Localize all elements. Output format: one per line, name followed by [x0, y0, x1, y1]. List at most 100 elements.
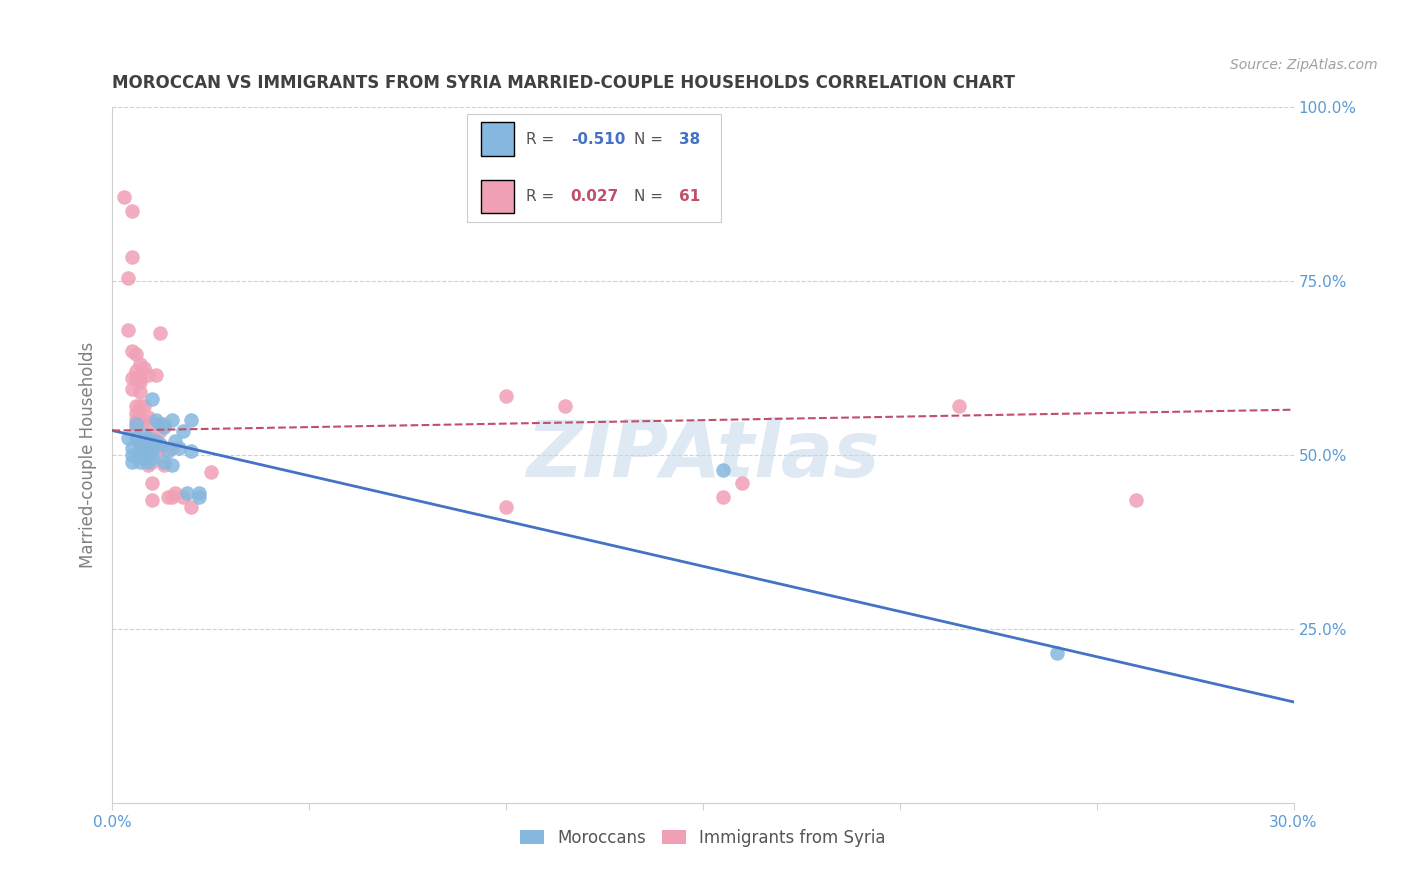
Point: [121, 441, 143, 455]
Point: [132, 430, 155, 444]
Point: [129, 413, 152, 427]
Y-axis label: Married-couple Households: Married-couple Households: [79, 342, 97, 568]
Point: [129, 455, 152, 469]
Point: [200, 466, 222, 480]
Point: [165, 434, 187, 448]
Text: Source: ZipAtlas.com: Source: ZipAtlas.com: [1230, 58, 1378, 72]
Point: [149, 326, 172, 340]
Point: [160, 413, 183, 427]
Point: [731, 475, 754, 490]
Point: [141, 444, 163, 458]
Point: [188, 486, 211, 500]
Point: [152, 417, 174, 431]
Text: ZIPAtlas: ZIPAtlas: [526, 417, 880, 493]
Point: [160, 490, 183, 504]
Point: [129, 437, 152, 451]
Point: [188, 490, 211, 504]
Point: [156, 444, 179, 458]
Point: [145, 434, 167, 448]
Point: [149, 437, 172, 451]
Point: [554, 399, 576, 413]
Point: [152, 455, 174, 469]
Point: [165, 486, 187, 500]
Point: [141, 417, 163, 431]
Point: [132, 441, 155, 455]
Point: [125, 406, 148, 420]
Point: [141, 444, 163, 458]
Point: [152, 420, 174, 434]
Point: [121, 448, 143, 462]
Point: [125, 413, 148, 427]
Point: [141, 493, 163, 508]
Point: [145, 413, 167, 427]
Point: [136, 430, 159, 444]
Point: [136, 455, 159, 469]
Text: 0.027: 0.027: [571, 189, 619, 204]
Point: [129, 385, 152, 400]
Point: [136, 430, 159, 444]
Point: [141, 437, 163, 451]
Text: R =: R =: [526, 131, 554, 146]
Point: [129, 399, 152, 413]
Point: [112, 190, 135, 204]
Point: [129, 371, 152, 385]
Point: [711, 463, 734, 477]
Point: [1125, 493, 1147, 508]
Point: [149, 441, 172, 455]
Point: [172, 490, 194, 504]
Point: [141, 451, 163, 466]
Text: R =: R =: [526, 189, 554, 204]
Point: [160, 441, 183, 455]
Text: -0.510: -0.510: [571, 131, 626, 146]
Point: [117, 270, 139, 285]
Point: [180, 500, 202, 514]
Point: [132, 441, 155, 455]
Point: [129, 444, 152, 458]
Point: [136, 441, 159, 455]
Point: [136, 409, 159, 424]
Point: [145, 368, 167, 382]
Point: [125, 399, 148, 413]
Point: [141, 392, 163, 407]
Point: [132, 399, 155, 413]
Point: [121, 382, 143, 396]
Point: [180, 444, 202, 458]
Point: [121, 343, 143, 358]
Point: [169, 441, 191, 455]
Point: [129, 448, 152, 462]
Text: 61: 61: [679, 189, 700, 204]
Point: [132, 413, 155, 427]
Point: [129, 375, 152, 389]
Point: [172, 424, 194, 438]
FancyBboxPatch shape: [467, 114, 721, 222]
Point: [132, 360, 155, 375]
Point: [136, 368, 159, 382]
Point: [132, 427, 155, 442]
Point: [121, 371, 143, 385]
Point: [1046, 646, 1069, 660]
Point: [125, 417, 148, 431]
Point: [125, 364, 148, 378]
Point: [117, 430, 139, 444]
Point: [121, 204, 143, 219]
Text: MOROCCAN VS IMMIGRANTS FROM SYRIA MARRIED-COUPLE HOUSEHOLDS CORRELATION CHART: MOROCCAN VS IMMIGRANTS FROM SYRIA MARRIE…: [112, 74, 1015, 92]
Point: [141, 430, 163, 444]
Point: [125, 430, 148, 444]
Point: [117, 323, 139, 337]
Point: [132, 451, 155, 466]
Point: [180, 413, 202, 427]
Point: [711, 490, 734, 504]
Point: [121, 455, 143, 469]
Point: [125, 347, 148, 361]
Text: N =: N =: [634, 189, 664, 204]
Text: N =: N =: [634, 131, 664, 146]
Point: [149, 417, 172, 431]
FancyBboxPatch shape: [481, 180, 515, 213]
Point: [125, 420, 148, 434]
Point: [141, 475, 163, 490]
Point: [136, 458, 159, 473]
Text: 38: 38: [679, 131, 700, 146]
Point: [495, 500, 517, 514]
Legend: Moroccans, Immigrants from Syria: Moroccans, Immigrants from Syria: [513, 822, 893, 854]
Point: [145, 444, 167, 458]
